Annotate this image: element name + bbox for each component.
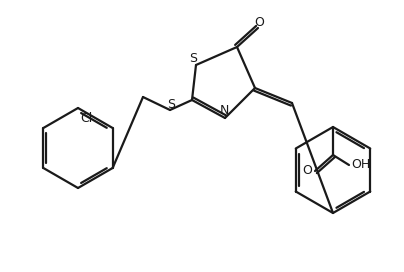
Text: S: S: [189, 51, 197, 64]
Text: OH: OH: [351, 157, 370, 171]
Text: S: S: [167, 97, 175, 110]
Text: O: O: [302, 163, 312, 177]
Text: O: O: [254, 16, 264, 29]
Text: N: N: [219, 104, 229, 118]
Text: Cl: Cl: [80, 112, 92, 125]
